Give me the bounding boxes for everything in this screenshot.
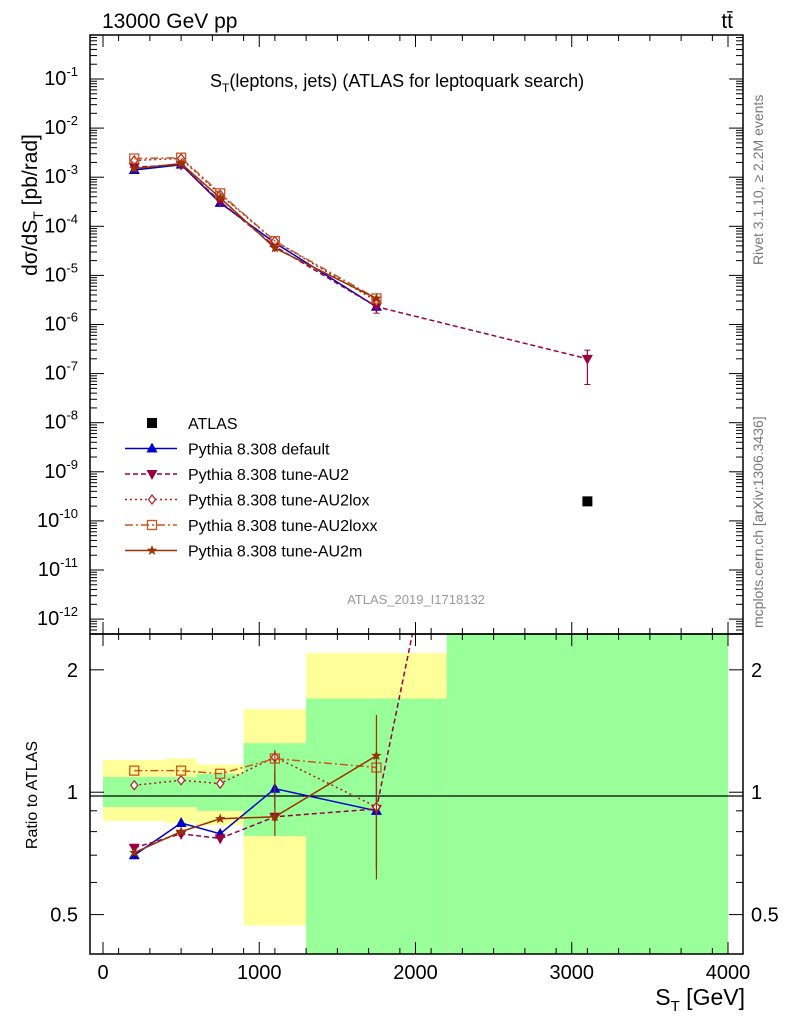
legend-label: ATLAS: [188, 416, 238, 433]
mcplots-label: mcplots.cern.ch [arXiv:1306.3436]: [750, 416, 766, 628]
ratio-marker: [129, 847, 140, 858]
y-axis-label: dσ/dST [pb/rad]: [19, 134, 46, 276]
legend-label: Pythia 8.308 tune-AU2lox: [188, 493, 369, 510]
atlas-data-point: [582, 496, 593, 507]
ratio-marker: [371, 750, 382, 761]
ratio-series-group: [128, 634, 414, 880]
ratio-y-tick-label: 1: [67, 782, 78, 804]
series-marker: [129, 153, 140, 164]
ratio-marker: [269, 811, 281, 822]
series-marker: [175, 158, 187, 168]
legend-marker: [146, 442, 158, 453]
ratio-band-green: [446, 634, 728, 954]
series-marker: [581, 354, 593, 365]
main-frame: [89, 34, 744, 635]
legend-label: Pythia 8.308 tune-AU2: [188, 467, 349, 484]
series-marker: [269, 242, 281, 253]
legend: ATLAS Pythia 8.308 default Pythia 8.308 tu…: [125, 416, 377, 561]
x-tick-label: 0: [97, 962, 108, 984]
legend-marker: [147, 418, 157, 428]
watermark: ATLAS_2019_I1718132: [347, 592, 485, 607]
series-marker: [129, 163, 140, 173]
ratio-marker: [214, 813, 226, 824]
ratio-y-tick-label-right: 1: [751, 782, 762, 804]
ratio-y-tick-label: 2: [67, 660, 78, 682]
chart-title: ST(leptons, jets) (ATLAS for leptoquark …: [210, 71, 584, 95]
ratio-series: [128, 634, 414, 880]
ratio-series-line: [134, 634, 414, 849]
legend-label: Pythia 8.308 tune-AU2m: [188, 544, 362, 561]
x-tick-label: 4000: [706, 962, 751, 984]
legend-marker: [146, 470, 158, 480]
legend-label: Pythia 8.308 default: [188, 442, 330, 459]
ratio-marker: [176, 774, 186, 786]
ratio-panel: 0 1000 2000 3000 4000 0.5 0.5 1 1 2 2 Ratio to ATL…: [24, 35, 779, 1015]
ratio-marker: [129, 765, 140, 776]
ratio-marker: [215, 778, 225, 790]
main-series: [128, 152, 593, 507]
ratio-bands: [103, 634, 728, 954]
legend-marker: [146, 545, 158, 555]
ratio-marker: [175, 765, 187, 776]
series-marker: [370, 302, 382, 313]
ratio-marker: [129, 779, 139, 791]
legend-label: Pythia 8.308 tune-AU2loxx: [188, 518, 377, 535]
ratio-marker: [175, 817, 187, 828]
main-panel: 10-1210-1110-1010-910-810-710-610-510-41…: [19, 34, 744, 635]
x-tick-label: 1000: [237, 962, 282, 984]
ratio-y-tick-label-right: 0.5: [751, 905, 779, 927]
ratio-series-line: [134, 757, 377, 775]
ratio-y-tick-label-right: 2: [751, 660, 762, 682]
ratio-marker: [215, 768, 226, 779]
x-tick-label: 2000: [393, 962, 438, 984]
legend-marker: [146, 519, 158, 531]
legend-marker: [147, 494, 157, 505]
rivet-label: Rivet 3.1.10, ≥ 2.2M events: [750, 95, 766, 265]
ratio-marker: [175, 826, 187, 837]
ratio-marker: [214, 834, 226, 845]
ratio-y-tick-label: 0.5: [50, 905, 78, 927]
series-marker: [214, 192, 226, 203]
ratio-ticks: 0 1000 2000 3000 4000 0.5 0.5 1 1 2 2: [50, 35, 779, 984]
x-tick-label: 3000: [550, 962, 595, 984]
series-marker: [371, 292, 382, 303]
ratio-ylabel: Ratio to ATLAS: [24, 741, 41, 849]
x-axis-label: ST [GeV]: [655, 984, 745, 1015]
main-y-tick-label: 10-11: [38, 555, 78, 581]
header-right: tt̄: [721, 10, 733, 33]
header-left: 13000 GeV pp: [102, 10, 237, 33]
